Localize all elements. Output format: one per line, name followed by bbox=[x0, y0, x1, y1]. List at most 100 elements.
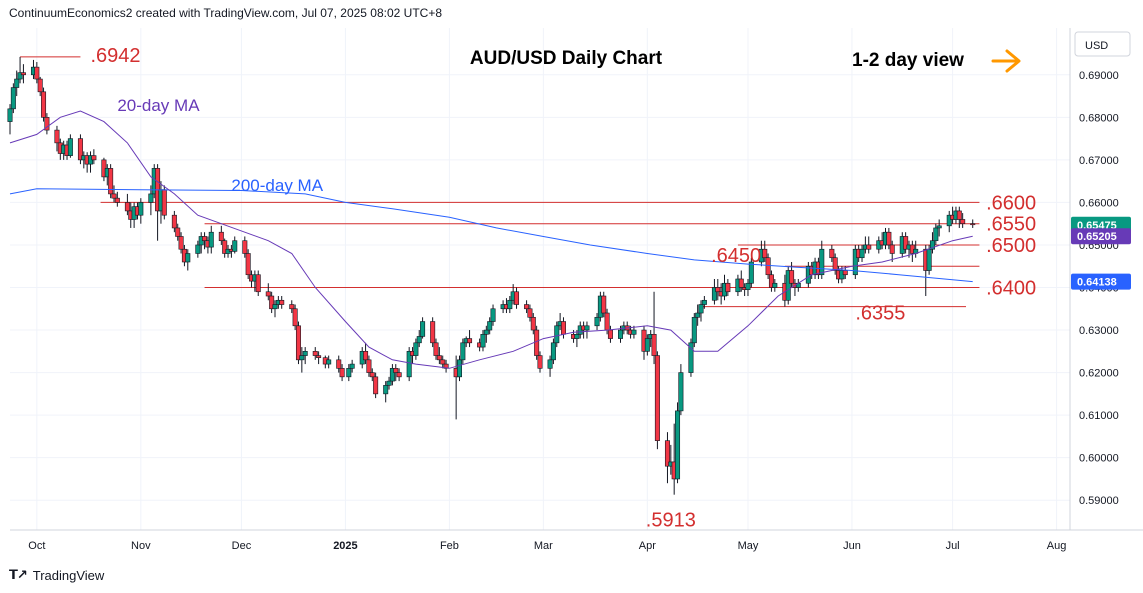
candle-body bbox=[644, 338, 650, 352]
level-label: .6355 bbox=[855, 303, 905, 325]
ma-label: 20-day MA bbox=[117, 96, 200, 115]
candle-body bbox=[829, 248, 835, 259]
candle-body bbox=[440, 359, 446, 365]
candle-body bbox=[960, 219, 966, 224]
y-tick-label: 0.67000 bbox=[1079, 155, 1119, 167]
candle-body bbox=[272, 304, 278, 310]
arrow-right-icon bbox=[991, 49, 1021, 73]
candle-body bbox=[433, 342, 439, 356]
price-tag-label: 0.64138 bbox=[1077, 277, 1117, 289]
x-tick-label: Nov bbox=[131, 540, 151, 552]
level-label: .6500 bbox=[986, 235, 1036, 257]
candle-body bbox=[436, 355, 442, 361]
y-tick-label: 0.61000 bbox=[1079, 410, 1119, 422]
candle-body bbox=[114, 197, 120, 203]
chart-attribution: ContinuumEconomics2 created with Trading… bbox=[9, 6, 443, 20]
candle-body bbox=[54, 129, 60, 144]
candle-body bbox=[594, 316, 600, 327]
candle-body bbox=[34, 66, 40, 80]
candle-body bbox=[17, 72, 23, 80]
price-tag bbox=[1071, 228, 1131, 245]
candle-body bbox=[295, 325, 301, 361]
candle-body bbox=[487, 321, 493, 331]
candles bbox=[7, 56, 976, 495]
candle-body bbox=[762, 248, 768, 259]
candle-body bbox=[326, 359, 332, 365]
candle-body bbox=[269, 295, 275, 310]
candle-body bbox=[208, 231, 214, 248]
candle-body bbox=[547, 359, 553, 369]
candle-body bbox=[715, 287, 721, 293]
candle-body bbox=[138, 202, 144, 216]
candle-body bbox=[688, 342, 694, 373]
candle-body bbox=[242, 240, 248, 254]
candle-body bbox=[604, 312, 610, 331]
candle-body bbox=[467, 338, 473, 344]
candle-body bbox=[584, 325, 590, 331]
candle-body bbox=[195, 244, 201, 254]
candle-body bbox=[383, 385, 389, 395]
level-label: .6550 bbox=[986, 214, 1036, 236]
level-label: .6450 bbox=[711, 245, 761, 267]
candle-body bbox=[748, 261, 754, 284]
candle-body bbox=[772, 282, 778, 288]
footer: 𝗧↗ TradingView bbox=[9, 567, 104, 583]
candle-body bbox=[886, 231, 892, 246]
x-tick-label: Aug bbox=[1047, 540, 1067, 552]
candle-body bbox=[550, 342, 556, 361]
candle-body bbox=[607, 329, 613, 339]
moving-averages bbox=[9, 110, 973, 369]
candle-body bbox=[698, 304, 704, 314]
candle-body bbox=[292, 308, 298, 327]
candle-body bbox=[768, 274, 774, 288]
candle-body bbox=[929, 240, 935, 250]
x-tick-label: Jun bbox=[843, 540, 861, 552]
candle-body bbox=[91, 155, 97, 161]
candle-body bbox=[527, 308, 533, 318]
x-tick-label: Apr bbox=[639, 540, 656, 552]
candle-body bbox=[77, 138, 83, 161]
level-label: .6600 bbox=[986, 192, 1036, 214]
candle-body bbox=[483, 329, 489, 335]
candle-body bbox=[255, 274, 261, 293]
tradingview-logo-icon: 𝗧↗ bbox=[9, 567, 28, 582]
candle-body bbox=[738, 278, 744, 288]
candle-body bbox=[832, 257, 838, 271]
candle-body bbox=[279, 299, 285, 305]
price-tag bbox=[1071, 273, 1131, 290]
candle-body bbox=[111, 193, 117, 199]
y-tick-label: 0.68000 bbox=[1079, 112, 1119, 124]
ma200-line bbox=[9, 188, 973, 283]
candle-body bbox=[460, 342, 466, 361]
x-tick-label: Oct bbox=[28, 540, 45, 552]
candle-body bbox=[389, 368, 395, 382]
x-tick-label: 2025 bbox=[333, 540, 357, 552]
candle-body bbox=[232, 240, 238, 252]
candle-body bbox=[926, 248, 932, 271]
candle-body bbox=[537, 355, 543, 369]
candle-body bbox=[574, 334, 580, 339]
candle-body bbox=[936, 225, 942, 229]
candle-body bbox=[456, 359, 462, 378]
x-tick-label: May bbox=[738, 540, 759, 552]
candle-body bbox=[678, 372, 684, 412]
candle-body bbox=[37, 78, 43, 93]
ma20-line bbox=[9, 110, 973, 369]
candle-body bbox=[560, 321, 566, 335]
candlestick-chart: .6942 .6600.6550.6500 .6450 .6400 .6355 .5913… bbox=[7, 28, 1143, 552]
candle-body bbox=[218, 231, 224, 242]
candle-body bbox=[524, 304, 530, 310]
candle-body bbox=[725, 282, 731, 293]
candle-body bbox=[859, 248, 865, 259]
candle-body bbox=[675, 410, 681, 480]
brand-name: TradingView bbox=[32, 567, 105, 583]
candle-body bbox=[289, 304, 295, 310]
axes: 0.590000.600000.610000.620000.630000.640… bbox=[10, 28, 1143, 552]
candle-body bbox=[534, 329, 540, 356]
candle-body bbox=[369, 372, 375, 378]
candle-body bbox=[745, 282, 751, 290]
candle-body bbox=[185, 253, 191, 263]
candle-body bbox=[222, 240, 228, 254]
price-tag-label: 0.65205 bbox=[1077, 231, 1117, 243]
candle-body bbox=[785, 270, 791, 301]
